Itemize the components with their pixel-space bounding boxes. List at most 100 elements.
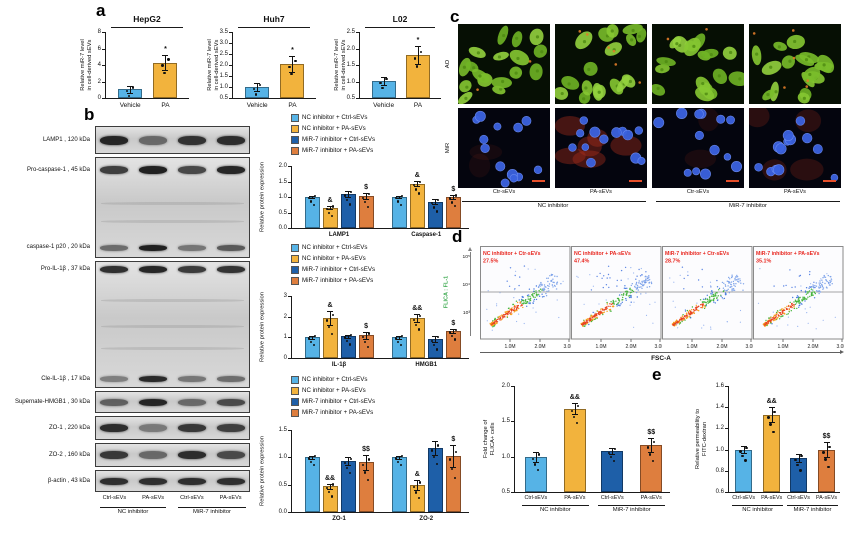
legend-label: MiR-7 inhibitor + Ctrl-sEVs (302, 398, 376, 405)
y-tick (725, 492, 728, 493)
error-bar (771, 407, 773, 423)
category-label: PA-sEVs (761, 495, 783, 501)
legend-label: MiR-7 inhibitor + Ctrl-sEVs (302, 136, 376, 143)
error-cap (254, 82, 261, 84)
panel-e-label: e (652, 365, 662, 384)
chart-title: HepG2 (133, 14, 161, 24)
y-tick (356, 65, 359, 66)
error-cap (396, 195, 403, 197)
protein-band (139, 398, 168, 406)
error-bar (535, 451, 537, 462)
data-point (431, 339, 434, 342)
data-point (345, 466, 349, 470)
flow-x-tick-label: 1.0M (504, 344, 515, 350)
error-cap (380, 76, 387, 78)
data-point (367, 332, 371, 335)
chart-zo1-zo2: 0.0 0.5 1.0 1.5 Relative protein expression N… (253, 374, 481, 530)
data-point (536, 468, 540, 472)
data-point (576, 405, 580, 408)
error-bar (348, 190, 350, 197)
y-tick-label: 2.0 (501, 383, 510, 389)
group-underline (521, 505, 589, 506)
data-point (822, 451, 825, 454)
category-label: PA-sEVs (640, 495, 662, 501)
y-axis-label-line: Fold change of (483, 419, 490, 459)
data-point (294, 59, 297, 63)
y-axis-label: Relative protein expression (260, 162, 267, 232)
error-cap (327, 206, 334, 208)
y-tick (725, 470, 728, 472)
data-point (385, 77, 388, 81)
x-axis (514, 492, 670, 493)
error-cap (450, 466, 457, 468)
data-point (288, 65, 291, 69)
y-tick-label: 0.5 (278, 209, 287, 216)
data-point (366, 345, 370, 349)
data-point (772, 430, 775, 433)
data-point (307, 197, 311, 200)
data-point (613, 460, 616, 463)
error-cap (414, 181, 421, 183)
data-point (312, 343, 316, 347)
data-point (744, 459, 747, 462)
group-label: MiR-7 inhibitor (793, 507, 832, 513)
error-cap (740, 446, 747, 448)
legend-swatch (291, 244, 299, 252)
error-cap (363, 199, 370, 201)
y-axis-label-line: Relative miR-7 level (207, 39, 214, 91)
data-point (794, 458, 797, 462)
error-bar (292, 56, 294, 72)
microscopy-row-label-ao: AO (445, 59, 452, 69)
error-bar (165, 54, 167, 71)
data-point (401, 454, 404, 458)
data-point (327, 490, 331, 494)
data-point (348, 471, 352, 475)
legend-label: MiR-7 inhibitor + PA-sEVs (302, 277, 374, 284)
data-point (255, 93, 258, 96)
error-cap (795, 453, 802, 455)
data-point (349, 458, 353, 461)
data-point (348, 203, 352, 206)
y-axis-label-line: Relative miR-7 level (80, 39, 87, 91)
x-axis (291, 358, 469, 359)
legend-swatch (291, 387, 299, 395)
data-point (413, 184, 416, 187)
category-label: Ctrl-sEVs (524, 495, 548, 501)
y-tick-label: 1.0 (346, 78, 355, 85)
blot-row-label: Pro-caspase-1 , 45 kDa (26, 166, 90, 173)
significance-mark: && (766, 398, 777, 406)
error-bar (651, 437, 653, 452)
error-bar (399, 456, 401, 459)
data-point (379, 81, 382, 85)
error-cap (363, 192, 370, 194)
data-point (290, 72, 293, 76)
data-point (533, 463, 537, 466)
error-cap (432, 454, 439, 456)
chart-il1b-hmgb1: 0 1 2 3 Relative protein expression NC inhibi… (253, 244, 481, 372)
faint-band (101, 219, 244, 223)
error-cap (327, 310, 334, 312)
y-axis (232, 32, 233, 99)
flow-y-axis-label: FLICA : FL-1 (443, 275, 450, 309)
significance-mark: $ (451, 435, 456, 443)
error-cap (396, 338, 403, 340)
error-bar (312, 336, 314, 339)
error-bar (383, 76, 385, 85)
data-point (400, 343, 403, 347)
protein-band (100, 398, 129, 406)
error-bar (348, 457, 350, 465)
protein-band (177, 376, 206, 383)
category-label: PA (161, 102, 170, 109)
ao-staining-image (458, 24, 550, 104)
group-underline (462, 201, 646, 202)
error-cap (345, 337, 352, 339)
x-axis (105, 98, 189, 99)
microscopy-col-label: PA-sEVs (784, 189, 806, 195)
title-underline (365, 27, 435, 29)
protein-band (139, 166, 168, 175)
data-point (313, 454, 317, 458)
y-axis-label-line: in cell-derived sEVs (214, 39, 220, 91)
y-tick (102, 98, 105, 99)
ao-staining-image (749, 24, 841, 104)
data-point (455, 328, 458, 331)
